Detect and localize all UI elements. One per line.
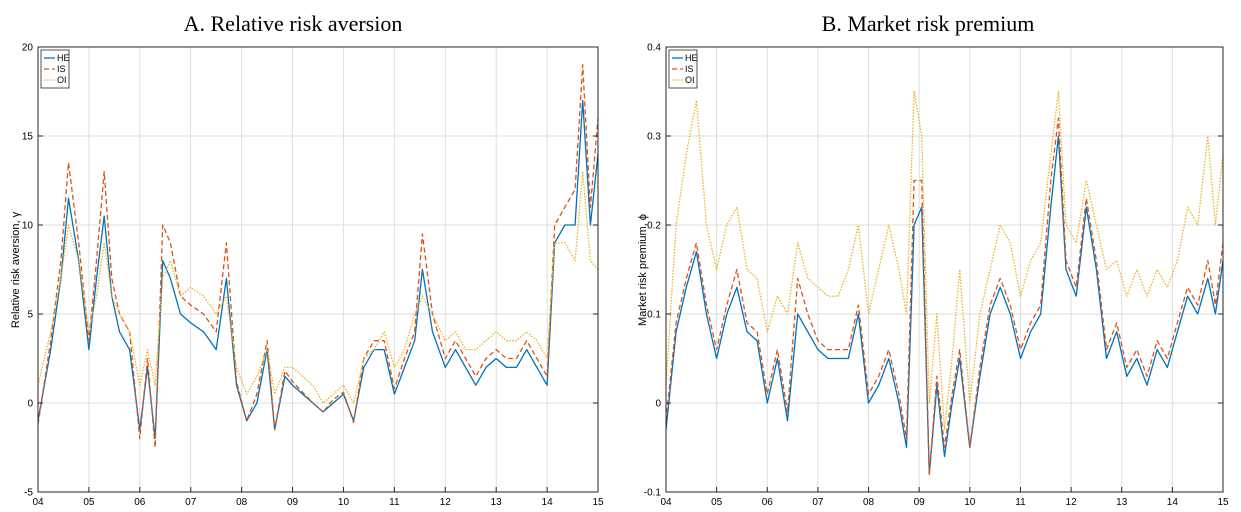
panel-a-title: A. Relative risk aversion: [184, 11, 403, 36]
panel-a: A. Relative risk aversion Relative risk …: [10, 11, 402, 328]
panel-b-xtick-label: 09: [914, 497, 926, 508]
panel-b-xtick-label: 05: [711, 497, 723, 508]
panel-a-series-oi-line: [37, 170, 599, 404]
panel-b-legend-label-is: IS: [685, 64, 694, 74]
panel-b: B. Market risk premium Market risk premi…: [637, 11, 1034, 326]
panel-b-series-he-line: [665, 135, 1224, 475]
panel-a-ytick-label: 5: [27, 310, 33, 321]
panel-b-ytick-label: -0.1: [644, 488, 662, 499]
panel-b-plot: 04 05 06 07 08 09 10 11 12 13 14 15 -0.1 0 0.1 0.2 0.3 0.…: [644, 43, 1229, 509]
panel-b-ytick-label: 0.2: [647, 221, 661, 232]
panel-b-xtick-label: 06: [762, 497, 774, 508]
panel-b-legend-label-he: HE: [685, 53, 698, 63]
panel-b-xtick-label: 15: [1217, 497, 1229, 508]
panel-a-ytick-label: 10: [22, 221, 34, 232]
panel-b-xtick-label: 11: [1015, 497, 1026, 508]
panel-a-xtick-label: 04: [32, 497, 44, 508]
panel-a-xtick-label: 09: [287, 497, 299, 508]
panel-a-xtick-label: 05: [83, 497, 95, 508]
panel-a-ytick-label: 15: [22, 132, 34, 143]
panel-b-series-oi-line: [665, 90, 1224, 431]
panel-b-title: B. Market risk premium: [822, 11, 1035, 36]
panel-b-xtick-label: 04: [660, 497, 672, 508]
panel-a-ylabel: Relative risk aversion, γ: [10, 211, 22, 328]
panel-b-axes-box: [665, 46, 1224, 493]
panel-a-xtick-label: 12: [440, 497, 452, 508]
panel-a-ytick-label: -5: [24, 488, 33, 499]
panel-a-xtick-label: 13: [491, 497, 503, 508]
panel-a-xtick-label: 11: [389, 497, 400, 508]
panel-a-legend-label-oi: OI: [57, 75, 67, 85]
panel-a-axes-box: [37, 46, 599, 493]
panel-a-xtick-label: 15: [592, 497, 604, 508]
panel-a-xtick-label: 06: [134, 497, 146, 508]
panel-b-ytick-label: 0.3: [647, 132, 661, 143]
panel-b-legend-label-oi: OI: [685, 75, 695, 85]
panel-b-xtick-label: 10: [964, 497, 976, 508]
panel-a-xtick-label: 14: [542, 497, 554, 508]
panel-b-ytick-label: 0: [655, 399, 661, 410]
panel-b-xtick-label: 07: [812, 497, 824, 508]
panel-b-series-is-line: [665, 117, 1224, 475]
panel-b-xtick-label: 12: [1066, 497, 1078, 508]
panel-a-series-is-line: [37, 64, 599, 449]
panel-b-xtick-label: 13: [1116, 497, 1128, 508]
panel-a-legend-label-is: IS: [57, 64, 66, 74]
panel-a-series-he-line: [37, 99, 599, 440]
panel-a-xtick-label: 08: [236, 497, 248, 508]
panel-b-ytick-label: 0.1: [647, 310, 661, 321]
panel-a-legend-label-he: HE: [57, 53, 70, 63]
panel-b-xtick-label: 14: [1167, 497, 1179, 508]
panel-a-xtick-label: 07: [185, 497, 197, 508]
panel-a-xtick-label: 10: [338, 497, 350, 508]
panel-a-ytick-label: 0: [27, 399, 33, 410]
panel-b-ylabel: Market risk premium, ϕ: [637, 214, 649, 326]
panel-b-ytick-label: 0.4: [647, 43, 661, 54]
panel-b-xtick-label: 08: [863, 497, 875, 508]
panel-a-ytick-label: 20: [22, 43, 34, 54]
